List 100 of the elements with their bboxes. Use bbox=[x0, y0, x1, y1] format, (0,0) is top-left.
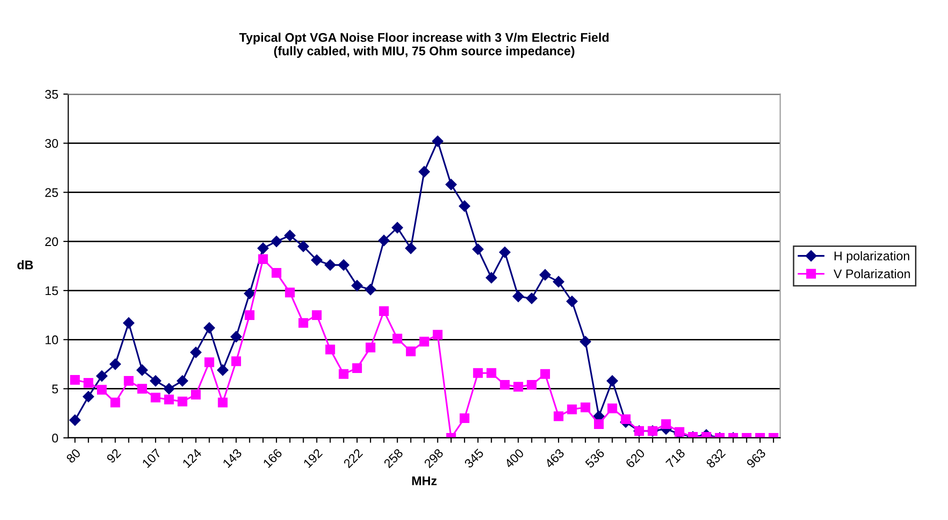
point bbox=[366, 342, 376, 352]
point bbox=[69, 414, 81, 426]
chart-title: Typical Opt VGA Noise Floor increase with 3 V/m Electric Field (fully cabled, with MIU, 75 Ohm source impedance) bbox=[239, 32, 609, 58]
point bbox=[472, 244, 484, 255]
y-tick-label: 20 bbox=[45, 237, 58, 246]
x-tick-label: 832 bbox=[706, 448, 726, 468]
point bbox=[150, 375, 162, 386]
x-tick-label: 963 bbox=[746, 448, 766, 468]
point bbox=[204, 357, 214, 368]
point bbox=[164, 394, 174, 404]
x-tick-label: 620 bbox=[625, 448, 646, 468]
point bbox=[513, 382, 524, 392]
y-tick-label: 25 bbox=[45, 188, 58, 197]
point bbox=[405, 242, 416, 254]
y-tick-label: 5 bbox=[52, 384, 58, 394]
point bbox=[499, 246, 510, 258]
point bbox=[352, 363, 362, 373]
point bbox=[176, 375, 188, 386]
x-tick-label: 298 bbox=[424, 448, 444, 468]
x-tick-label: 463 bbox=[544, 448, 565, 469]
point bbox=[311, 254, 322, 266]
x-tick-label: 92 bbox=[106, 448, 122, 464]
legend-label: H polarization bbox=[834, 251, 910, 263]
point bbox=[486, 368, 496, 378]
point bbox=[526, 292, 538, 304]
y-tick-label: 10 bbox=[46, 335, 58, 344]
point bbox=[580, 336, 592, 348]
point bbox=[96, 384, 107, 395]
point bbox=[338, 369, 348, 379]
point bbox=[150, 392, 160, 402]
point bbox=[298, 318, 308, 328]
point bbox=[432, 136, 444, 147]
point bbox=[136, 364, 148, 376]
point bbox=[526, 380, 537, 390]
point bbox=[324, 259, 336, 271]
point bbox=[445, 178, 457, 190]
point bbox=[486, 272, 497, 284]
y-tick-label: 15 bbox=[46, 286, 58, 296]
point bbox=[392, 334, 402, 344]
point bbox=[137, 384, 147, 394]
point bbox=[190, 346, 202, 358]
y-tick-label: 30 bbox=[45, 139, 58, 148]
x-tick-label: 222 bbox=[343, 448, 364, 468]
x-tick-label: 166 bbox=[262, 448, 283, 468]
point bbox=[554, 411, 564, 422]
point bbox=[258, 254, 268, 264]
x-tick-label: 400 bbox=[504, 448, 524, 469]
point bbox=[217, 364, 228, 376]
point bbox=[512, 290, 524, 302]
point bbox=[473, 368, 483, 378]
point bbox=[580, 402, 590, 412]
x-tick-label: 143 bbox=[222, 448, 242, 468]
x-tick-label: 80 bbox=[66, 448, 82, 464]
point bbox=[84, 378, 94, 388]
x-tick-label: 258 bbox=[383, 448, 404, 468]
point bbox=[419, 336, 430, 346]
x-axis-title: MHz bbox=[412, 476, 437, 486]
point bbox=[110, 358, 121, 370]
point bbox=[82, 390, 94, 402]
y-axis-title: dB bbox=[17, 260, 33, 270]
point bbox=[552, 276, 564, 288]
point bbox=[606, 375, 618, 386]
point bbox=[378, 234, 390, 246]
point bbox=[364, 284, 376, 296]
point bbox=[392, 222, 403, 234]
point bbox=[110, 398, 120, 408]
point bbox=[163, 383, 175, 394]
point bbox=[123, 317, 134, 329]
point bbox=[379, 306, 389, 316]
point bbox=[500, 380, 510, 390]
point bbox=[661, 419, 671, 429]
x-tick-label: 718 bbox=[665, 448, 686, 468]
point bbox=[191, 390, 201, 400]
point bbox=[418, 166, 430, 178]
point bbox=[312, 310, 322, 320]
point bbox=[178, 396, 188, 406]
point bbox=[257, 242, 269, 254]
x-tick-label: 345 bbox=[464, 448, 484, 468]
point bbox=[284, 230, 296, 242]
point bbox=[540, 269, 551, 280]
point bbox=[607, 404, 618, 414]
point bbox=[567, 404, 577, 414]
point bbox=[338, 259, 350, 271]
point bbox=[231, 356, 242, 366]
y-tick-label: 35 bbox=[45, 90, 58, 99]
point bbox=[432, 330, 443, 340]
point bbox=[325, 344, 336, 354]
point bbox=[594, 419, 604, 429]
x-tick-label: 192 bbox=[302, 448, 323, 468]
point bbox=[272, 268, 282, 278]
point bbox=[620, 414, 631, 424]
point bbox=[566, 296, 578, 307]
point bbox=[244, 310, 254, 320]
point bbox=[124, 376, 134, 386]
point bbox=[96, 370, 108, 382]
x-tick-label: 536 bbox=[584, 448, 605, 468]
legend-label: V Polarization bbox=[834, 269, 910, 278]
point bbox=[218, 398, 228, 408]
point bbox=[244, 288, 256, 300]
point bbox=[460, 413, 470, 424]
